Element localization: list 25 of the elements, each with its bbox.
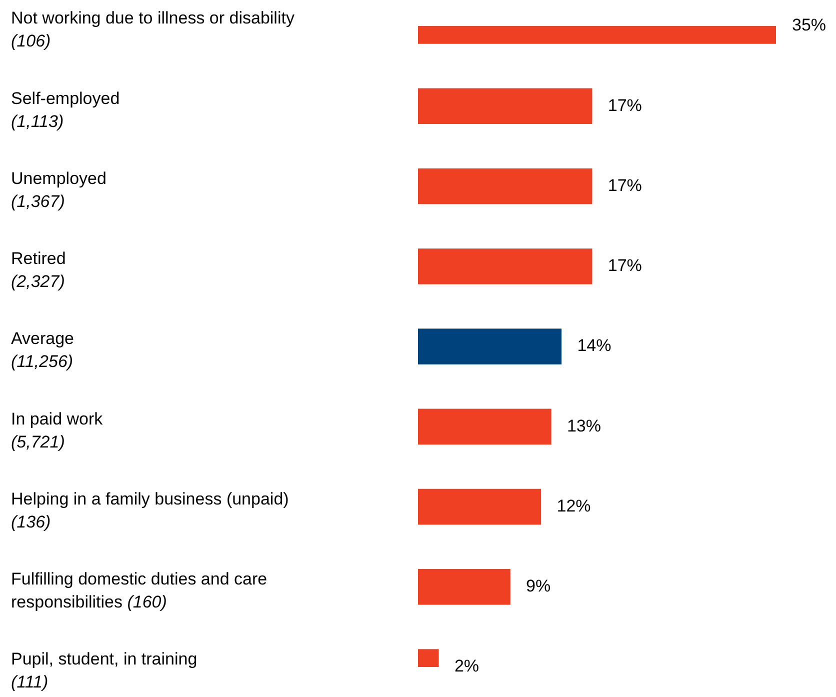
y-tick-label: Self-employed (1,113)	[11, 88, 120, 131]
data-label: 17%	[608, 256, 642, 276]
bar	[418, 168, 592, 204]
y-tick-label: Fulfilling domestic duties and care responsibilities (160)	[11, 570, 268, 612]
data-label: 2%	[454, 656, 480, 676]
data-label: 14%	[577, 336, 612, 356]
y-tick-label: Unemployed (1,367)	[11, 168, 106, 211]
y-tick-label: Pupil, student, in training (111)	[11, 650, 198, 692]
data-label: 17%	[608, 96, 642, 115]
data-label: 17%	[608, 176, 642, 195]
bar	[418, 569, 510, 605]
y-tick-label: In paid work (5,721)	[11, 409, 104, 452]
data-label: 13%	[566, 416, 602, 436]
bar	[418, 328, 562, 364]
y-tick-label: Helping in a family business (unpaid) (136)	[11, 489, 289, 532]
y-tick-label: Average (11,256)	[11, 329, 74, 372]
y-tick-label: Retired (2,327)	[11, 249, 66, 292]
bar	[418, 408, 552, 444]
bar	[418, 488, 542, 525]
data-label: 9%	[526, 576, 551, 596]
data-label: 35%	[792, 16, 826, 35]
data-label: 12%	[556, 496, 591, 516]
y-tick-label: Not working due to illness or disability (106)	[11, 8, 295, 51]
bar	[418, 88, 592, 124]
bar	[418, 248, 592, 284]
